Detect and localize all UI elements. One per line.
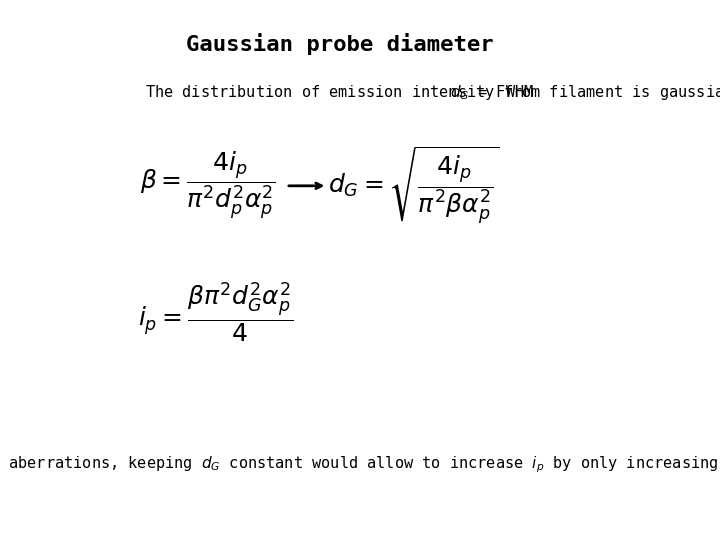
Text: $\beta = \dfrac{4i_p}{\pi^2 d_p^2 \alpha_p^2}$: $\beta = \dfrac{4i_p}{\pi^2 d_p^2 \alpha… xyxy=(140,150,275,222)
Text: The distribution of emission intensity from filament is gaussian with size $d_G$: The distribution of emission intensity f… xyxy=(145,83,720,102)
Text: With no aberrations, keeping $d_G$ constant would allow to increase $i_p$ by onl: With no aberrations, keeping $d_G$ const… xyxy=(0,454,720,475)
Text: Gaussian probe diameter: Gaussian probe diameter xyxy=(186,33,493,55)
Text: $d_G$ = FWHM: $d_G$ = FWHM xyxy=(450,83,534,102)
Text: $d_G = \sqrt{\dfrac{4i_p}{\pi^2 \beta \alpha_p^2}}$: $d_G = \sqrt{\dfrac{4i_p}{\pi^2 \beta \a… xyxy=(328,145,500,227)
Text: $i_p = \dfrac{\beta \pi^2 d_G^2 \alpha_p^2}{4}$: $i_p = \dfrac{\beta \pi^2 d_G^2 \alpha_p… xyxy=(138,280,293,344)
